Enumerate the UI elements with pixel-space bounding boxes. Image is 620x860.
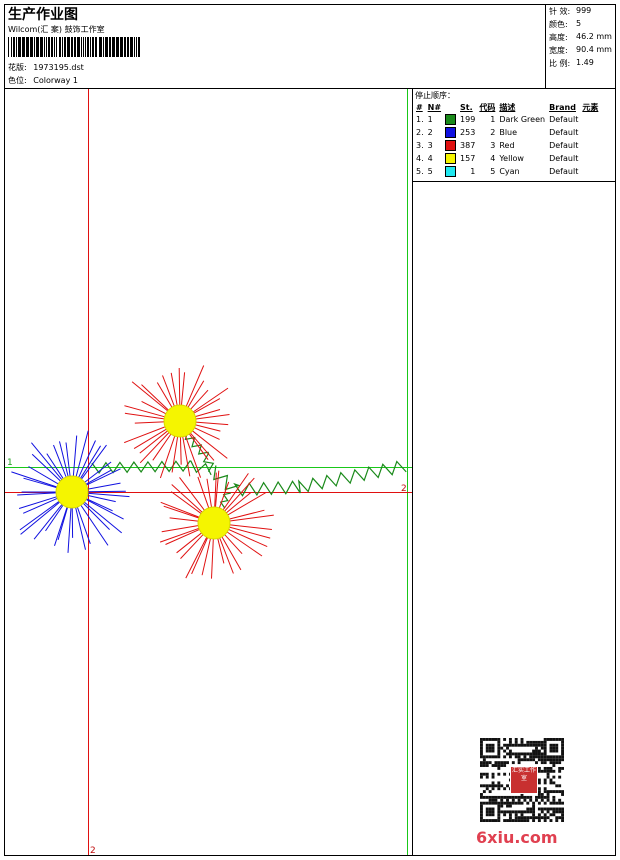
row-brand: Default [549,167,579,176]
stat-value-colors: 5 [576,19,582,28]
red-guide-label-right: 2 [401,484,407,494]
row-swatch [443,126,458,139]
row-brand: Default [549,154,579,163]
blue-flower-left [11,430,130,553]
red-horizontal-guide [5,492,412,493]
row-code: 3 [490,141,496,150]
row-description: Yellow [499,154,524,163]
row-brand: Default [549,128,579,137]
row-code: 4 [490,154,496,163]
red-vertical-guide [88,89,89,855]
col-header-description: 描述 [499,102,516,112]
green-vertical-guide [407,89,408,855]
row-index: 5. [416,167,424,176]
stat-label-scale: 比 例: [549,59,571,68]
design-file-value: 1973195.dst [33,63,84,72]
qr-code [480,738,564,822]
row-swatch [443,165,458,178]
col-header-needle: N# [427,102,442,112]
stop-sequence-table: # N# St. 代码 描述 Brand 元素 1. 1 199 1 Dark … [414,101,600,178]
table-bottom-divider [412,181,616,182]
design-label: 花版: [8,63,27,72]
row-index: 1. [416,115,424,124]
colorway-row: 色位: Colorway 1 [8,75,78,86]
col-header-brand: Brand [549,102,576,112]
stat-value-width: 90.4 mm [576,45,612,54]
barcode [8,37,140,57]
stat-value-scale: 1.49 [576,58,594,67]
company-name: Wilcom(汇 案) 鼓饰工作室 [8,25,105,34]
row-needle: 3 [427,141,433,150]
row-index: 2. [416,128,424,137]
row-index: 4. [416,154,424,163]
table-row: 1. 1 199 1 Dark Green Default [414,113,600,126]
color-swatch [445,166,457,177]
col-header-stitches: St. [460,102,473,112]
seal-text: 汇实工作室 [511,767,536,782]
row-index: 3. [416,141,424,150]
colorway-value: Colorway 1 [33,76,78,85]
red-flower-bottom [159,470,274,579]
color-swatch [445,140,457,151]
green-stem-stitches [91,430,407,509]
row-needle: 1 [427,115,433,124]
row-swatch [443,113,458,126]
table-row: 2. 2 253 2 Blue Default [414,126,600,139]
row-stitches: 387 [460,141,476,150]
col-header-code: 代码 [479,102,496,112]
row-code: 2 [490,128,496,137]
row-code: 1 [490,115,496,124]
site-watermark: 6xiu.com [476,828,558,847]
table-row: 5. 5 1 5 Cyan Default [414,165,600,178]
row-brand: Default [549,115,579,124]
row-swatch [443,152,458,165]
stat-label-stitches: 针 效: [549,7,571,16]
header-divider [4,88,616,89]
table-row: 3. 3 387 3 Red Default [414,139,600,152]
color-swatch [445,127,457,138]
green-horizontal-guide [5,467,412,468]
row-needle: 4 [427,154,433,163]
red-flower-top [124,365,230,479]
table-header-row: # N# St. 代码 描述 Brand 元素 [414,101,600,113]
row-swatch [443,139,458,152]
red-guide-label-bottom: 2 [90,846,96,856]
page-frame [4,4,616,856]
color-swatch [445,114,457,125]
row-needle: 5 [427,167,433,176]
stat-label-width: 宽度: [549,46,568,55]
stats-divider [545,4,546,88]
green-guide-label: 1 [7,458,13,468]
row-stitches: 253 [460,128,476,137]
table-divider [412,88,413,856]
stop-sequence-title: 停止顺序： [415,91,455,100]
stat-label-colors: 颜色: [549,20,568,29]
colorway-label: 色位: [8,76,27,85]
stat-label-height: 高度: [549,33,568,42]
row-needle: 2 [427,128,433,137]
col-header-index: # [416,102,423,112]
design-file-row: 花版: 1973195.dst [8,62,84,73]
row-stitches: 1 [470,167,476,176]
page-title: 生产作业图 [8,7,78,23]
row-stitches: 199 [460,115,476,124]
row-code: 5 [490,167,496,176]
seal-stamp: 汇实工作室 [510,766,538,794]
stat-value-height: 46.2 mm [576,32,612,41]
col-header-element: 元素 [582,102,599,112]
color-swatch [445,153,457,164]
row-brand: Default [549,141,579,150]
row-description: Cyan [499,167,520,176]
stat-value-stitches: 999 [576,6,592,15]
table-row: 4. 4 157 4 Yellow Default [414,152,600,165]
row-stitches: 157 [460,154,476,163]
row-description: Red [499,141,515,150]
row-description: Blue [499,128,518,137]
row-description: Dark Green [499,115,546,124]
